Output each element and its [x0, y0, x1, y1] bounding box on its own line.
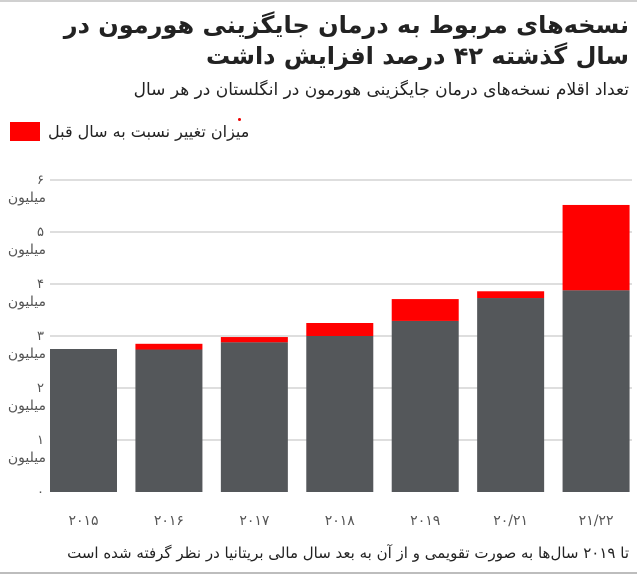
- bar-change: [477, 291, 545, 299]
- y-tick-label: ۲: [37, 381, 44, 396]
- top-divider: [0, 0, 637, 2]
- x-tick-label: ۲۰۱۵: [68, 513, 98, 529]
- y-tick-label: ۳: [37, 329, 44, 344]
- legend-label: میزان تغییر نسبت به سال قبل: [48, 122, 250, 141]
- bar-base: [306, 336, 374, 492]
- x-tick-label: ۲۰/۲۱: [493, 513, 528, 529]
- bar-change: [562, 204, 630, 291]
- bar-base: [220, 342, 288, 492]
- legend-swatch-change: [10, 122, 40, 141]
- y-tick-unit: میلیون: [8, 242, 46, 258]
- y-tick-label: ۱: [37, 433, 44, 448]
- legend: میزان تغییر نسبت به سال قبل: [10, 122, 249, 141]
- chart-title: نسخه‌های مربوط به درمان جایگزینی هورمون …: [63, 11, 629, 70]
- x-tick-label: ۲۱/۲۲: [579, 513, 614, 529]
- bar-base: [477, 298, 545, 492]
- y-tick-label: ۶: [37, 173, 44, 188]
- y-tick-unit: میلیون: [8, 294, 46, 310]
- bar-base: [135, 349, 203, 492]
- y-tick-unit: میلیون: [8, 450, 46, 466]
- y-tick-label: ۰: [37, 485, 44, 500]
- x-tick-label: ۲۰۱۶: [154, 513, 184, 529]
- y-tick-unit: میلیون: [8, 190, 46, 206]
- bar-change: [306, 323, 374, 336]
- legend-dot: [238, 118, 241, 121]
- x-tick-label: ۲۰۱۹: [410, 513, 440, 529]
- bar-change: [220, 337, 288, 343]
- bar-base: [391, 320, 459, 492]
- chart-footnote: تا ۲۰۱۹ سال‌ها به صورت تقویمی و از آن به…: [67, 544, 629, 562]
- y-tick-unit: میلیون: [8, 346, 46, 362]
- bar-chart: ۰ ۱ میلیون ۲ میلیون ۳ میلیون ۴ میلیون ۵ میلیون ۶ میل…: [8, 173, 632, 529]
- bottom-divider: [0, 572, 637, 574]
- y-tick-label: ۴: [37, 277, 44, 292]
- y-tick-label: ۵: [37, 225, 44, 240]
- x-tick-label: ۲۰۱۸: [325, 513, 356, 529]
- y-tick-unit: میلیون: [8, 398, 46, 414]
- bar-base: [562, 290, 630, 492]
- bar-base: [50, 349, 117, 492]
- bar-change: [391, 299, 459, 321]
- bar-change: [135, 343, 203, 350]
- chart-subtitle: تعداد اقلام نسخه‌های درمان جایگزینی هورم…: [133, 80, 629, 100]
- x-tick-label: ۲۰۱۷: [239, 513, 270, 529]
